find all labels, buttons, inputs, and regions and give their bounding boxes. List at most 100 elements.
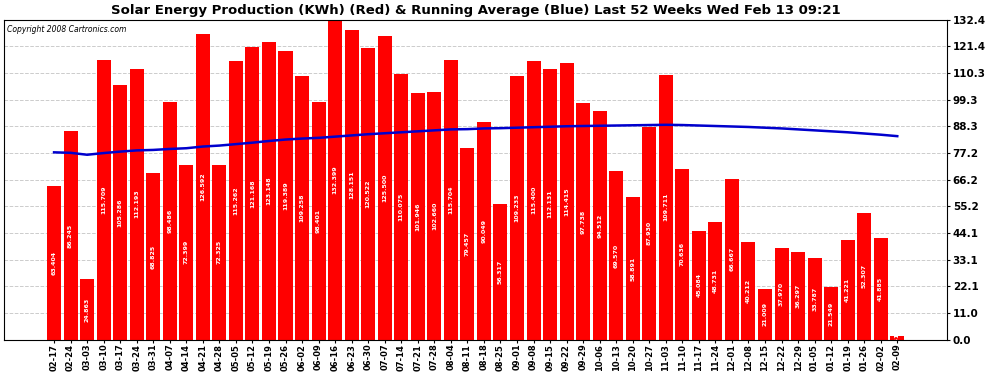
Text: 115.704: 115.704 — [448, 186, 453, 214]
Text: 48.731: 48.731 — [713, 268, 718, 293]
Bar — [328, 20, 343, 339]
Text: 128.151: 128.151 — [349, 171, 354, 199]
Text: 119.389: 119.389 — [283, 181, 288, 210]
Bar — [295, 76, 309, 339]
Text: 72.325: 72.325 — [217, 240, 222, 264]
Text: 98.401: 98.401 — [316, 209, 321, 233]
Bar — [692, 231, 706, 339]
Text: 66.667: 66.667 — [730, 247, 735, 271]
Bar — [725, 178, 739, 339]
Text: 69.570: 69.570 — [614, 243, 619, 268]
Bar — [63, 131, 77, 339]
Text: 115.709: 115.709 — [101, 186, 106, 214]
Bar — [477, 122, 491, 339]
Bar — [196, 34, 210, 339]
Text: 101.946: 101.946 — [415, 202, 421, 231]
Bar — [378, 36, 392, 339]
Text: 36.297: 36.297 — [796, 284, 801, 308]
Text: 68.825: 68.825 — [150, 244, 155, 268]
Text: 123.148: 123.148 — [266, 177, 271, 205]
Bar — [179, 165, 193, 339]
Bar — [246, 47, 259, 339]
Text: 109.233: 109.233 — [515, 194, 520, 222]
Text: 41.885: 41.885 — [878, 277, 883, 301]
Bar — [312, 102, 326, 339]
Bar — [394, 74, 408, 339]
Text: 105.286: 105.286 — [118, 198, 123, 226]
Text: 37.970: 37.970 — [779, 282, 784, 306]
Bar — [262, 42, 276, 339]
Bar — [428, 92, 442, 339]
Bar — [774, 248, 789, 339]
Text: 56.317: 56.317 — [498, 260, 503, 284]
Text: 109.711: 109.711 — [663, 193, 668, 221]
Text: 121.168: 121.168 — [249, 179, 255, 207]
Text: 120.522: 120.522 — [365, 180, 370, 208]
Text: 21.009: 21.009 — [762, 302, 767, 326]
Bar — [874, 238, 888, 339]
Text: 58.891: 58.891 — [631, 256, 636, 280]
Bar — [758, 289, 772, 339]
Bar — [643, 127, 656, 339]
Text: Copyright 2008 Cartronics.com: Copyright 2008 Cartronics.com — [7, 24, 127, 33]
Text: 70.636: 70.636 — [680, 242, 685, 266]
Text: 52.307: 52.307 — [861, 264, 866, 288]
Text: 115.262: 115.262 — [234, 186, 239, 214]
Bar — [97, 60, 111, 339]
Bar — [460, 148, 474, 339]
Bar — [527, 61, 541, 339]
Bar — [857, 213, 871, 339]
Text: 24.863: 24.863 — [84, 297, 90, 322]
Bar — [742, 242, 755, 339]
Bar — [675, 169, 689, 339]
Text: 102.660: 102.660 — [432, 201, 437, 230]
Bar — [609, 171, 624, 339]
Bar — [162, 102, 177, 339]
Text: 41.221: 41.221 — [845, 278, 850, 302]
Text: 98.486: 98.486 — [167, 209, 172, 233]
Text: 94.512: 94.512 — [597, 213, 602, 237]
Bar — [411, 93, 425, 339]
Bar — [841, 240, 854, 339]
Bar — [147, 173, 160, 339]
Bar — [824, 288, 839, 339]
Text: 90.049: 90.049 — [481, 219, 486, 243]
Text: 86.245: 86.245 — [68, 223, 73, 248]
Title: Solar Energy Production (KWh) (Red) & Running Average (Blue) Last 52 Weeks Wed F: Solar Energy Production (KWh) (Red) & Ru… — [111, 4, 841, 17]
Bar — [345, 30, 358, 339]
Bar — [626, 197, 640, 339]
Text: 114.415: 114.415 — [564, 187, 569, 216]
Bar — [576, 104, 590, 339]
Bar — [791, 252, 805, 339]
Text: 115.400: 115.400 — [531, 186, 536, 214]
Bar — [709, 222, 723, 339]
Bar — [890, 336, 904, 339]
Bar — [48, 186, 61, 339]
Text: 79.457: 79.457 — [465, 231, 470, 256]
Text: 112.193: 112.193 — [135, 190, 140, 218]
Text: 97.738: 97.738 — [580, 209, 586, 234]
Bar — [213, 165, 227, 339]
Bar — [278, 51, 293, 339]
Bar — [559, 63, 573, 339]
Text: 132.399: 132.399 — [333, 165, 338, 194]
Bar — [593, 111, 607, 339]
Text: 109.258: 109.258 — [300, 194, 305, 222]
Text: 87.930: 87.930 — [646, 221, 651, 245]
Text: 45.084: 45.084 — [696, 273, 701, 297]
Bar — [361, 48, 375, 339]
Text: 21.549: 21.549 — [829, 302, 834, 326]
Bar — [510, 76, 524, 339]
Text: 112.131: 112.131 — [547, 190, 552, 218]
Bar — [493, 204, 508, 339]
Text: 72.399: 72.399 — [184, 240, 189, 264]
Bar — [808, 258, 822, 339]
Text: 1.413: 1.413 — [895, 328, 900, 348]
Text: 33.787: 33.787 — [812, 286, 817, 311]
Bar — [113, 85, 128, 339]
Bar — [229, 61, 243, 339]
Bar — [130, 69, 144, 339]
Text: 125.500: 125.500 — [382, 174, 387, 202]
Bar — [544, 69, 557, 339]
Bar — [80, 279, 94, 339]
